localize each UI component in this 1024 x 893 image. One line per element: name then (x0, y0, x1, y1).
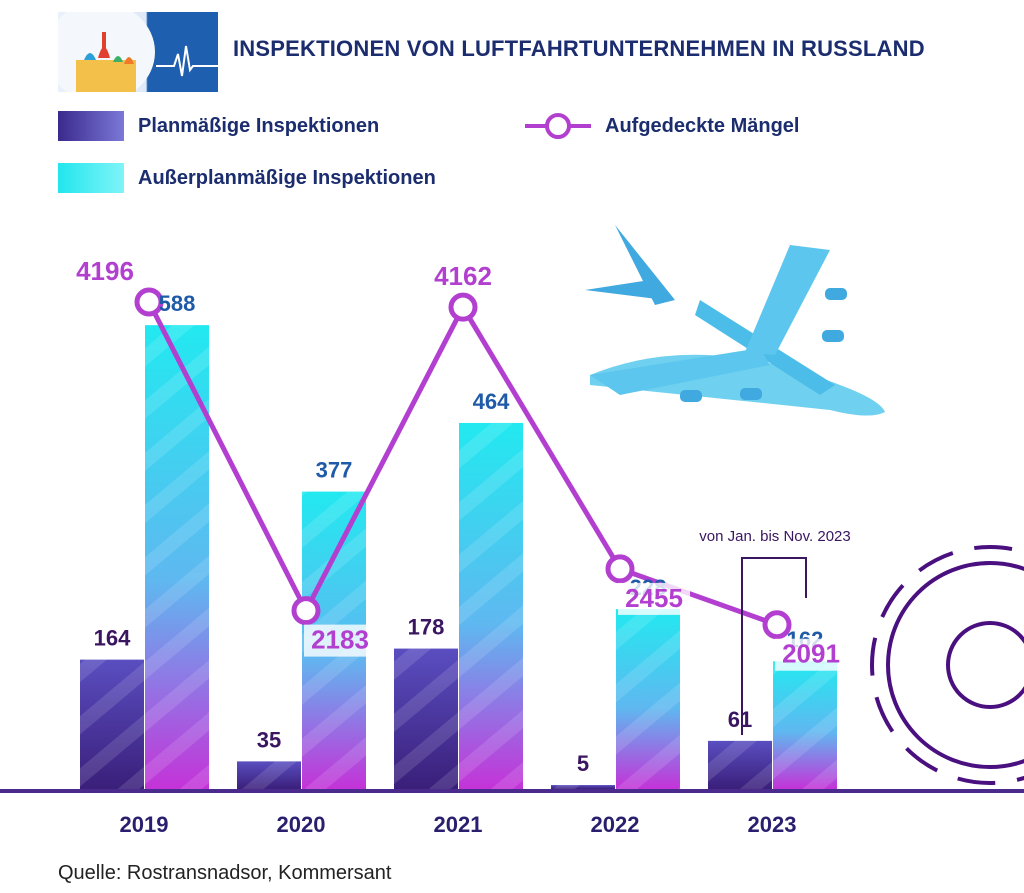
tick-label-2022: 2022 (591, 812, 640, 837)
label-defects-2020: 2183 (311, 625, 369, 655)
legend-label-planned: Planmäßige Inspektionen (138, 114, 380, 137)
logo (58, 12, 218, 92)
legend-label-unplanned: Außerplanmäßige Inspektionen (138, 166, 436, 189)
annotation-bracket: von Jan. bis Nov. 2023 (699, 528, 851, 735)
legend-swatch-planned (58, 111, 124, 141)
legend-line-marker-icon (525, 113, 591, 139)
defects-point-2023 (762, 610, 792, 640)
label-defects-bg-2020 (304, 624, 376, 657)
bar-planned-stripes-2023 (708, 740, 772, 789)
tick-label-2020: 2020 (277, 812, 326, 837)
bar-planned-stripes-2022 (551, 785, 615, 789)
labels-layer: 1645882019353772020178464202152282022611… (76, 256, 847, 837)
label-planned-2021: 178 (408, 615, 445, 640)
legend-label-defects: Aufgedeckte Mängel (605, 114, 800, 137)
gear-icon (870, 545, 1024, 785)
bar-unplanned-stripes-2022 (616, 609, 680, 789)
label-planned-2022: 5 (577, 751, 589, 776)
label-unplanned-2019: 588 (159, 291, 196, 316)
tick-label-2019: 2019 (120, 812, 169, 837)
defects-point-2021 (448, 292, 478, 322)
airplane-icon (585, 225, 885, 416)
legend-defects: Aufgedeckte Mängel (525, 111, 799, 141)
moscow-skyline-logo-icon (58, 12, 218, 92)
source-note: Quelle: Rostransnadsor, Kommersant (58, 862, 392, 884)
legend-planned: Planmäßige Inspektionen (58, 111, 379, 141)
defects-point-2020 (291, 596, 321, 626)
bar-planned-stripes-2021 (394, 648, 458, 789)
label-unplanned-2020: 377 (316, 458, 353, 483)
bar-unplanned-stripes-2021 (459, 422, 523, 789)
label-unplanned-2021: 464 (473, 389, 510, 414)
bar-unplanned-stripes-2019 (145, 325, 209, 789)
chart-title: INSPEKTIONEN VON LUFTFAHRTUNTERNEHMEN IN… (233, 36, 925, 61)
bar-planned-stripes-2019 (80, 659, 144, 789)
label-defects-bg-2023 (775, 638, 847, 671)
label-defects-2019: 4196 (76, 256, 134, 286)
label-planned-2019: 164 (94, 626, 131, 651)
tick-label-2021: 2021 (434, 812, 483, 837)
defects-point-2019 (134, 287, 164, 317)
label-planned-2020: 35 (257, 727, 281, 752)
label-defects-2023: 2091 (782, 639, 840, 669)
tick-label-2023: 2023 (748, 812, 797, 837)
defects-point-2022 (605, 554, 635, 584)
label-planned-2023: 61 (728, 707, 752, 732)
legend-unplanned: Außerplanmäßige Inspektionen (58, 163, 436, 193)
legend-swatch-unplanned (58, 163, 124, 193)
bars-layer (80, 325, 837, 789)
annotation-text: von Jan. bis Nov. 2023 (699, 528, 850, 545)
label-defects-2021: 4162 (434, 261, 492, 291)
label-defects-bg-2022 (618, 582, 690, 615)
bar-planned-stripes-2020 (237, 761, 301, 789)
label-defects-2022: 2455 (625, 583, 683, 613)
bar-unplanned-stripes-2023 (773, 661, 837, 789)
